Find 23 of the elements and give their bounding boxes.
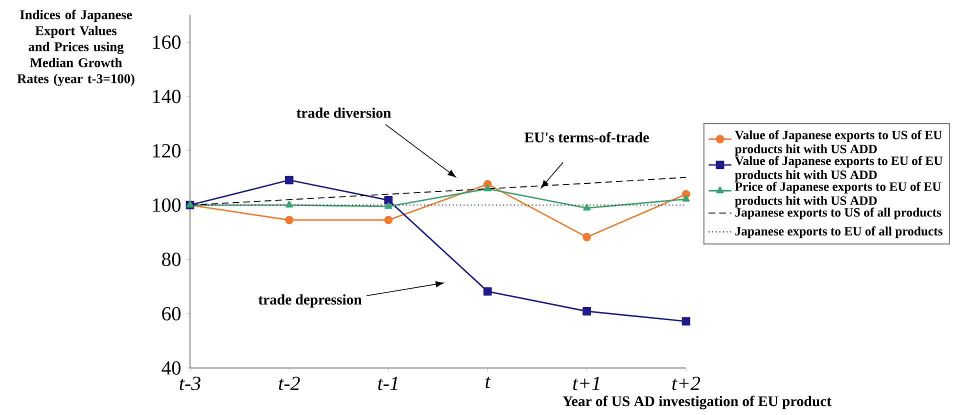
legend-label: Japanese exports to EU of all products: [735, 226, 942, 238]
x-tick-label: t-3: [180, 376, 200, 390]
y-tick-label: 60: [162, 306, 181, 320]
x-tick-label: t+2: [672, 376, 700, 390]
y-tick-label: 120: [153, 144, 181, 158]
x-tick-label: t: [486, 376, 491, 388]
y-axis-title: Indices of Japanese Export Values and Prices using Median Growth Rates (year t-3=100): [17, 10, 134, 86]
x-tick-label: t-2: [278, 376, 300, 390]
annotation: EU's terms-of-trade: [524, 132, 649, 142]
legend-label: Japanese exports to US of all products: [735, 208, 942, 220]
annotation: trade depression: [258, 294, 362, 308]
y-tick-label: 160: [153, 35, 181, 49]
y-tick-label: 80: [162, 252, 181, 266]
y-tick-label: 40: [162, 361, 181, 375]
legend-label: Price of Japanese exports to EU of EU products hit with US ADD: [734, 182, 941, 208]
x-tick-label: t-1: [378, 376, 398, 390]
y-tick-label: 100: [153, 198, 181, 212]
y-tick-label: 140: [153, 90, 181, 104]
x-tick-label: t+1: [573, 376, 600, 390]
annotation: trade diversion: [296, 108, 391, 118]
legend-label: Value of Japanese exports to EU of EU products hit with US ADD: [734, 156, 942, 182]
legend-label: Value of Japanese exports to US of EU products hit with US ADD: [734, 130, 942, 156]
x-axis-title: Year of US AD investigation of EU product: [562, 396, 832, 410]
